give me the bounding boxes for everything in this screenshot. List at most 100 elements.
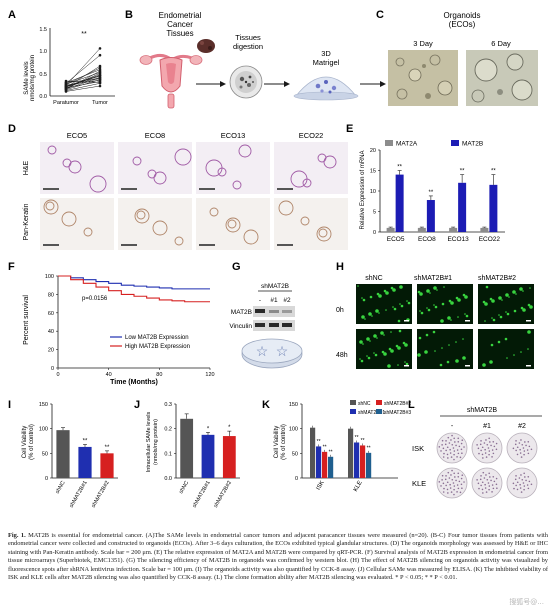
panel-f-legend-high: High MAT2B Expression: [125, 344, 190, 350]
arrow-icon: [220, 81, 226, 87]
fluorescence-image: [417, 329, 473, 369]
colony: [486, 443, 489, 446]
fluorescent-spot: [448, 344, 450, 346]
fluorescent-spot: [464, 295, 468, 299]
colony: [481, 446, 484, 449]
panel-l-col-2: #2: [518, 423, 526, 430]
significance-mark: **: [323, 444, 327, 450]
bar: [78, 446, 92, 478]
data-point-paratumor: [64, 90, 68, 93]
panel-f-yticks: 0 20 40 60 80 100: [45, 274, 58, 372]
fluorescent-spot: [489, 297, 493, 301]
panel-label-g: G: [232, 261, 241, 273]
colony: [445, 484, 447, 487]
colony: [492, 452, 495, 455]
fluorescent-spot: [440, 319, 444, 323]
ytick-label: 0.2: [164, 427, 172, 433]
colony: [447, 492, 449, 494]
paired-line: [65, 79, 101, 90]
colony: [519, 448, 521, 451]
culture-well: [506, 432, 538, 464]
bar-shnc: [310, 427, 316, 478]
pan-keratin-organoid: [174, 236, 184, 246]
fluorescent-spot: [527, 330, 531, 334]
arrow-icon: [380, 81, 386, 87]
fluorescent-spot: [450, 319, 452, 321]
fluorescent-spot: [395, 344, 399, 348]
panel-label-i: I: [8, 399, 11, 411]
panel-h-row-0h: 0h: [336, 307, 344, 314]
pan-keratin-stain-image: [196, 198, 270, 250]
colony: [488, 485, 491, 487]
colony: [457, 475, 460, 478]
fluorescent-spot: [433, 286, 437, 290]
colony: [512, 482, 515, 485]
ytick-label: 80: [48, 292, 54, 298]
colony: [526, 484, 529, 486]
fluorescent-spot: [362, 343, 364, 345]
figure-caption: Fig. 1. MAT2B is essential for endometri…: [8, 532, 548, 582]
panel-label-a: A: [8, 9, 16, 21]
colony: [443, 487, 445, 490]
colony: [478, 487, 480, 490]
pan-keratin-organoid: [45, 201, 55, 211]
panel-b-step-1: Tissues: [235, 33, 261, 42]
colony: [515, 440, 517, 442]
panel-l-colony-wells: [436, 432, 538, 499]
fluorescence-image: [478, 329, 534, 369]
fluorescent-spot: [434, 350, 436, 352]
scale-bar: [404, 365, 409, 367]
fluorescent-spot: [498, 314, 500, 316]
panel-k: K Cell Viability (% of control) 0 50 100 15…: [262, 399, 411, 493]
fluorescent-spot: [398, 329, 402, 333]
colony: [441, 479, 443, 481]
ytick-label: 100: [289, 427, 298, 433]
he-organoid: [89, 175, 107, 193]
data-point-tumor: [98, 76, 102, 80]
fluorescent-spot: [462, 293, 466, 297]
xtick-label: shMAT2B#1: [69, 480, 89, 509]
ytick-label: 0: [295, 476, 298, 482]
fluorescent-spot: [420, 311, 424, 315]
legend-label: shMAT2B#3: [384, 410, 411, 416]
panel-c-day-a: 3 Day: [413, 39, 433, 48]
fluorescent-spot: [404, 361, 406, 363]
panel-label-j: J: [134, 399, 140, 411]
fluorescent-spot: [491, 317, 493, 319]
panel-e-legend-mat2b: MAT2B: [462, 141, 483, 148]
panel-g: G shMAT2B - #1 #2 MAT2B Vinculin ☆ ☆: [229, 261, 303, 369]
fluorescent-spot: [397, 364, 399, 366]
panel-j-yticks: 0.0 0.1 0.2 0.3: [164, 402, 176, 482]
colony: [523, 472, 525, 475]
ytick-label: 0: [51, 366, 54, 372]
well-plate-illustration: ☆ ☆: [241, 338, 303, 369]
fluorescent-spot: [390, 349, 394, 353]
he-organoid: [147, 169, 157, 179]
fluorescent-spot: [522, 308, 526, 312]
colony: [456, 491, 458, 493]
colony: [530, 483, 533, 486]
colony: [520, 474, 522, 476]
panel-b: B Endometrial Cancer Tissues Tissues dig…: [125, 9, 386, 109]
fluorescent-spot: [434, 305, 438, 309]
legend-label: shMAT2B#2: [384, 401, 411, 407]
significance-mark: **: [367, 445, 371, 451]
colony: [481, 488, 484, 491]
fluorescent-spot: [361, 297, 363, 299]
colony: [481, 453, 484, 456]
panel-a-significance: **: [81, 31, 87, 38]
panel-b-step-3: 3D: [321, 49, 331, 58]
bar-mat2a: [480, 227, 489, 232]
panel-f-survival-curves: [58, 275, 210, 303]
paired-line: [65, 77, 101, 88]
ytick-label: 15: [370, 169, 376, 175]
fluorescent-spot: [455, 296, 459, 300]
fluorescent-spot: [388, 347, 392, 351]
data-point-tumor: [98, 66, 102, 70]
colony: [441, 439, 444, 442]
colony: [453, 450, 456, 452]
colony: [480, 440, 482, 442]
scale-bar: [199, 244, 215, 246]
colony: [458, 480, 461, 483]
panel-f-pvalue: p=0.0156: [82, 296, 108, 302]
